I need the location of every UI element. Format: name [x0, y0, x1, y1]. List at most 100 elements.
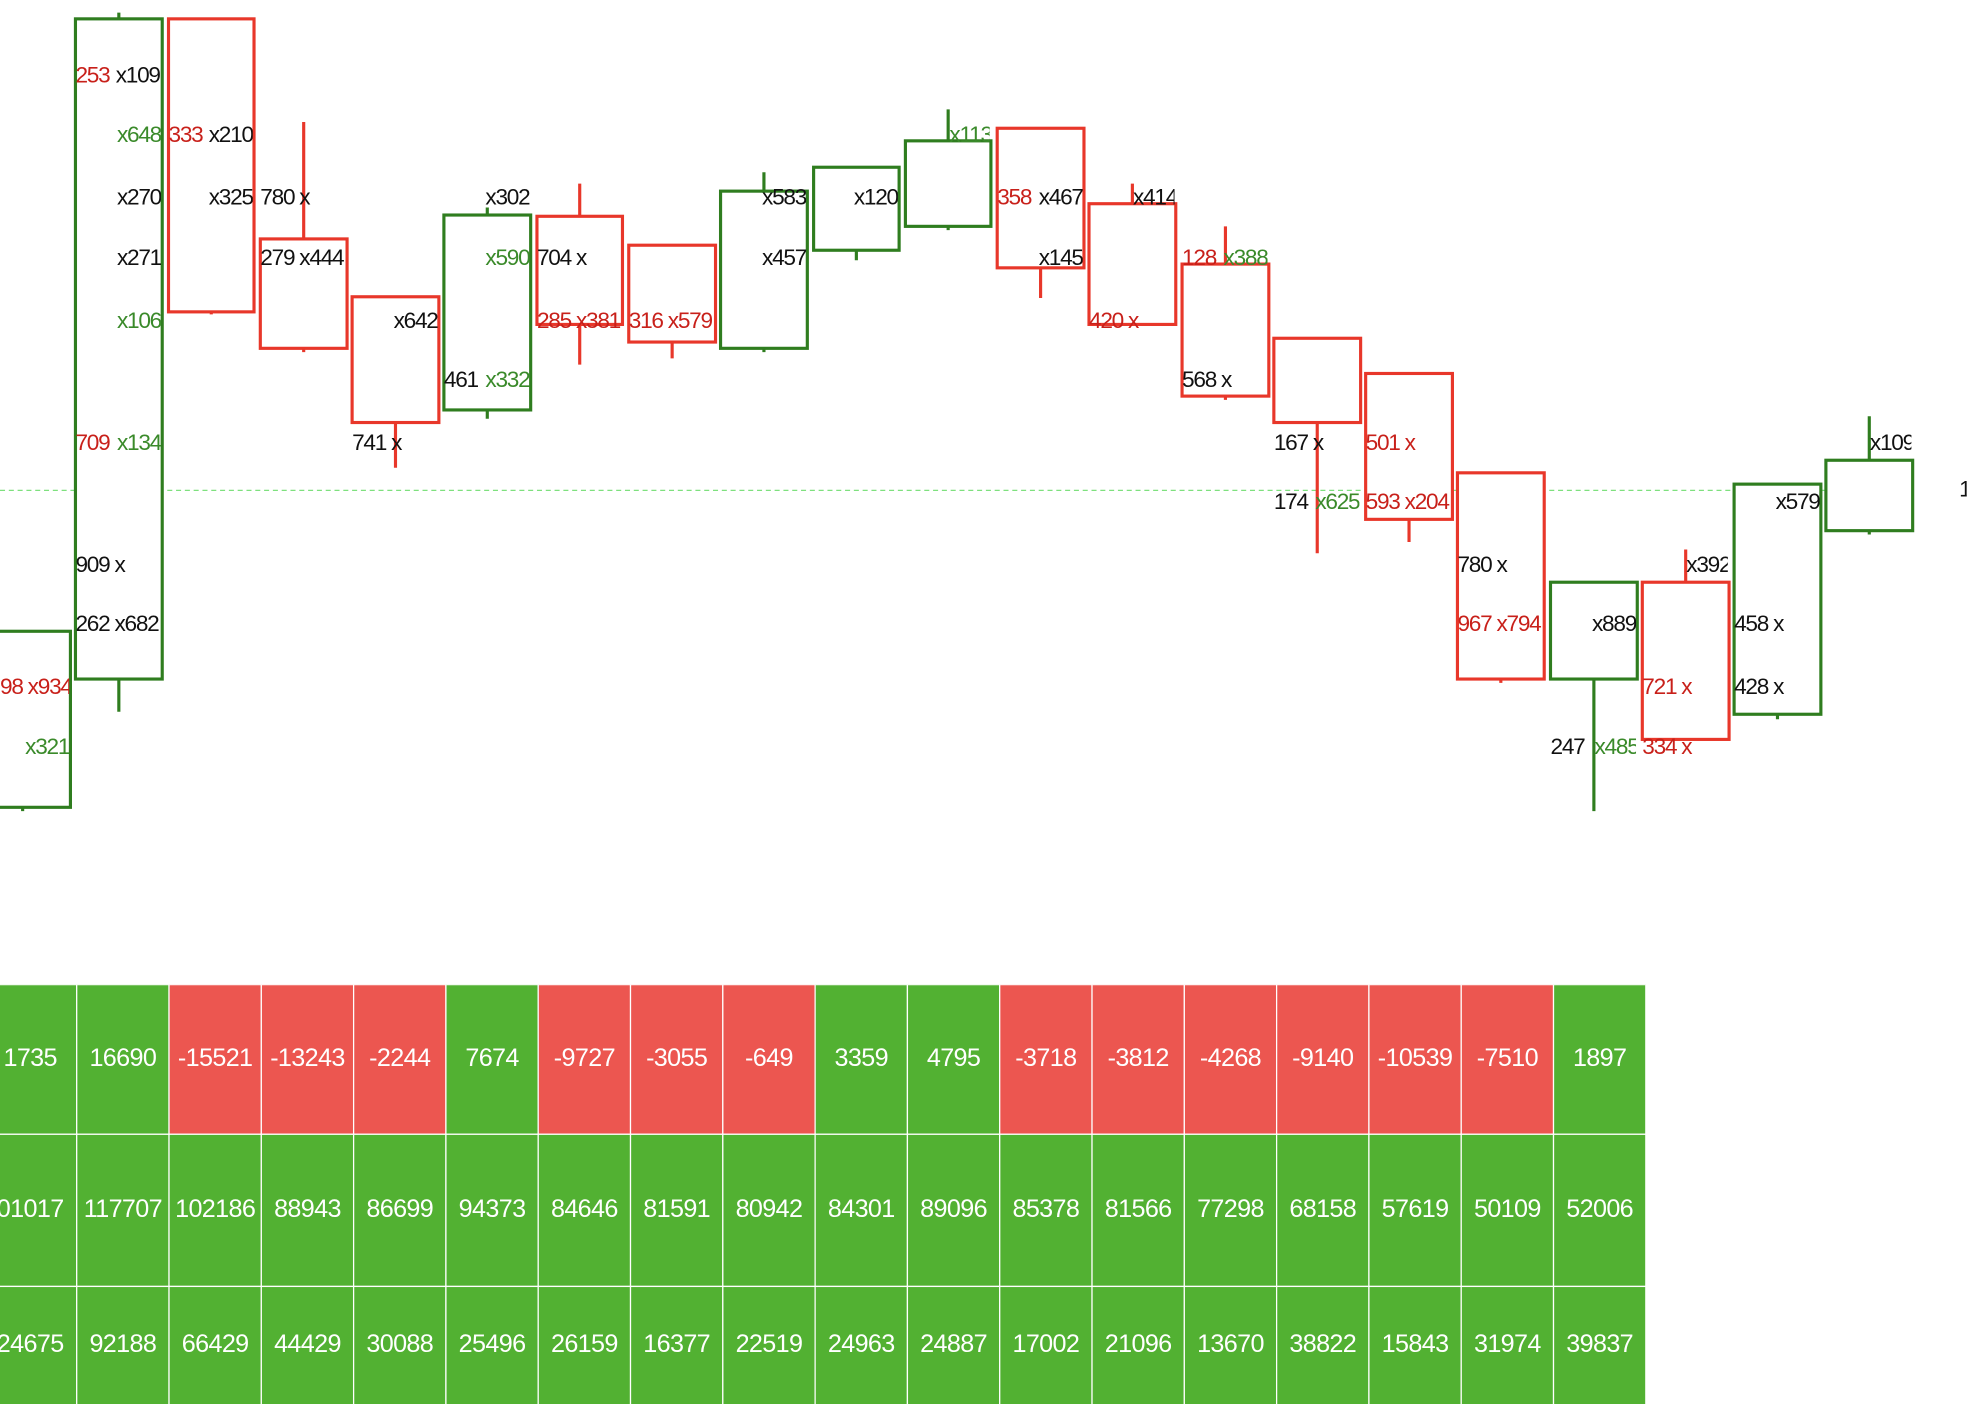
cell-value: 24675	[0, 1330, 64, 1358]
table-cell	[999, 984, 1093, 1135]
table-cell	[168, 984, 262, 1135]
candle-body	[1087, 202, 1178, 327]
cell-value: -2244	[369, 1044, 431, 1072]
table-cell	[1552, 1133, 1647, 1288]
cell-value: -4268	[1200, 1044, 1261, 1072]
cell-value: 57619	[1382, 1195, 1449, 1223]
cell-value: -7510	[1477, 1044, 1538, 1072]
table-cell	[1275, 1285, 1370, 1404]
candle-body	[1455, 471, 1546, 681]
candle-label: x109	[116, 63, 161, 88]
table-cell	[999, 1285, 1093, 1404]
cell-value: 01017	[0, 1195, 64, 1223]
cell-value: -3718	[1015, 1044, 1076, 1072]
candle-body	[350, 295, 441, 425]
candle-label: x642	[394, 308, 439, 333]
candle-label: 501 x	[1366, 430, 1417, 455]
cell-value: 52006	[1566, 1195, 1633, 1223]
candle-label: 174	[1274, 489, 1309, 514]
candle-label: x145	[1039, 245, 1084, 270]
cell-value: 13670	[1197, 1330, 1264, 1358]
cell-value: 94373	[459, 1195, 526, 1223]
candle-label: x113	[949, 122, 992, 147]
candle-label: x271	[117, 245, 162, 270]
candle-body	[1732, 482, 1823, 716]
table-cell	[445, 1285, 539, 1404]
cell-value: -649	[745, 1044, 793, 1072]
candle-label: 428 x	[1734, 674, 1785, 699]
candle-label: x210	[209, 122, 254, 147]
candle-body	[627, 243, 718, 344]
candle-body	[1640, 580, 1731, 741]
cell-value: 81566	[1105, 1195, 1172, 1223]
cell-value: -9727	[554, 1044, 615, 1072]
cell-value: 102186	[175, 1195, 255, 1223]
cell-value: 85378	[1012, 1195, 1079, 1223]
cell-value: 31974	[1474, 1330, 1541, 1358]
candle-label: 1	[1959, 476, 1968, 501]
table: 1735 16690 -15521 -13243 -2244 7674 -9727 -3055…	[0, 984, 1647, 1404]
candle-label: 358	[997, 185, 1032, 210]
table-cell	[629, 1133, 724, 1288]
candle-label: 285 x381	[537, 308, 621, 333]
table-cell	[0, 984, 78, 1135]
cell-value: 88943	[274, 1195, 341, 1223]
table-cell	[260, 1285, 355, 1404]
table-cell	[1275, 1133, 1370, 1288]
candle-label: 721 x	[1642, 674, 1693, 699]
candle-label: x325	[209, 185, 254, 210]
cell-value: 22519	[736, 1330, 803, 1358]
table-cell	[76, 1285, 170, 1404]
candle-body	[0, 629, 72, 809]
candle-label: x579	[1776, 489, 1821, 514]
table-cell	[999, 1133, 1093, 1288]
cell-value: 66429	[182, 1330, 249, 1358]
candle-body	[535, 214, 625, 327]
candle-label: 909 x	[75, 552, 126, 577]
candle-label: x388	[1224, 245, 1269, 270]
table-cell	[445, 984, 539, 1135]
candle-label: x457	[762, 245, 807, 270]
candle-label: 167 x	[1274, 430, 1325, 455]
cell-value: 26159	[551, 1330, 618, 1358]
cell-value: 16690	[89, 1044, 156, 1072]
table-cell	[1460, 1285, 1555, 1404]
cell-value: -13243	[270, 1044, 345, 1072]
candle-label: x590	[485, 245, 530, 270]
candle-label: 333	[169, 122, 204, 147]
candle-label: x648	[117, 122, 162, 147]
table-cell	[814, 984, 909, 1135]
table-cell	[0, 1285, 78, 1404]
candle-body	[995, 126, 1086, 270]
cell-value: 1735	[3, 1044, 56, 1072]
cell-value: 3359	[835, 1044, 888, 1072]
table-cell	[1183, 1133, 1278, 1288]
cell-value: 89096	[920, 1195, 987, 1223]
table-cell	[260, 1133, 355, 1288]
table-cell	[1552, 984, 1647, 1135]
table-cell	[76, 984, 170, 1135]
cell-value: 25496	[459, 1330, 526, 1358]
cell-value: 7674	[465, 1044, 519, 1072]
candle-label: 593 x204	[1366, 489, 1450, 514]
cell-value: 16377	[643, 1330, 710, 1358]
cell-value: 44429	[274, 1330, 341, 1358]
table-cell	[1460, 1133, 1555, 1288]
cell-value: 24887	[920, 1330, 987, 1358]
candle-label: 568 x	[1182, 367, 1233, 392]
candle-label: 279 x444	[260, 245, 344, 270]
table-cell	[1368, 1133, 1462, 1288]
candle-label: x270	[117, 185, 162, 210]
candle-label: 741 x	[352, 430, 403, 455]
candle-body	[258, 237, 349, 350]
candle-label: 253	[75, 63, 110, 88]
table-cell	[722, 1285, 816, 1404]
table-cell	[168, 1133, 262, 1288]
candle-label: x889	[1592, 611, 1637, 636]
candle-label: 461	[444, 367, 479, 392]
candle-body	[1364, 371, 1454, 521]
candle-label: x302	[485, 185, 530, 210]
candle-label: 704 x	[537, 245, 588, 270]
table-cell	[814, 1133, 909, 1288]
